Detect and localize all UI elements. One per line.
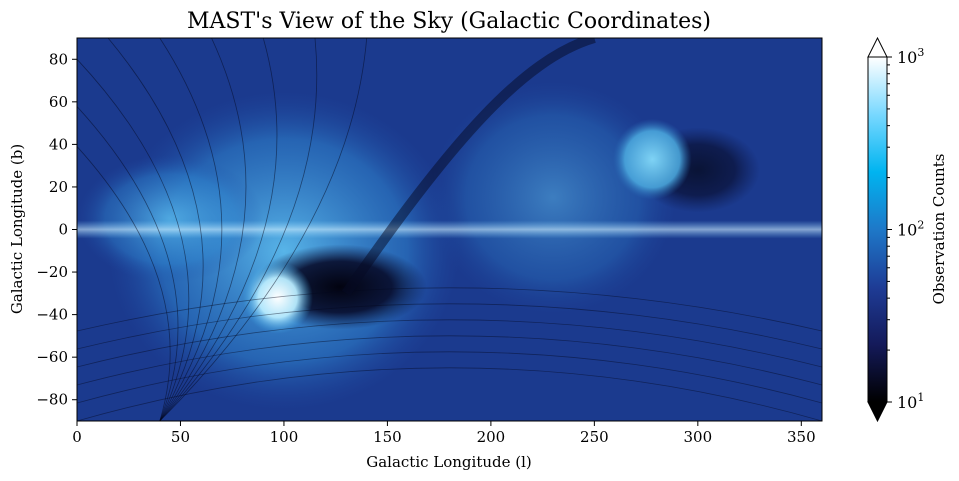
x-tick-label: 250: [580, 428, 609, 446]
survey-tile-boundary: [77, 319, 822, 368]
y-tick-label: 60: [49, 93, 68, 111]
colorbar-ramp: [868, 57, 887, 402]
high-coverage-region: [612, 118, 692, 200]
x-axis: 0 50 100 150 200 250 300 350: [72, 421, 816, 446]
y-tick-label: −40: [36, 306, 68, 324]
y-tick-label: 40: [49, 135, 68, 153]
galactic-plane: [77, 220, 822, 239]
colorbar-extend-min: [867, 401, 888, 423]
survey-tile-boundary: [341, 38, 596, 297]
colorbar: 101 102 103: [867, 36, 924, 423]
y-axis: −80 −60 −40 −20 0 20 40 60 80: [36, 50, 77, 409]
survey-tile-boundary: [77, 58, 190, 421]
survey-tile-boundary: [159, 38, 368, 421]
survey-coverage-region: [428, 80, 678, 315]
survey-coverage-region: [77, 155, 264, 283]
colorbar-extend-max: [867, 36, 888, 58]
y-tick-label: 80: [49, 50, 68, 68]
colorbar-tick-label: 102: [897, 219, 924, 240]
x-tick-label: 150: [373, 428, 402, 446]
survey-tile-boundary: [159, 38, 223, 421]
survey-tile-boundary: [77, 367, 822, 421]
survey-tile-boundary: [77, 335, 822, 386]
colorbar-label: Observation Counts: [930, 154, 948, 305]
survey-tile-boundary: [107, 38, 204, 421]
colorbar-tick-label: 103: [897, 46, 924, 67]
survey-tile-boundary: [77, 105, 179, 421]
survey-tile-boundary: [77, 146, 171, 421]
y-tick-label: 20: [49, 178, 68, 196]
x-axis-label: Galactic Longitude (l): [366, 453, 532, 471]
y-tick-label: −60: [36, 348, 68, 366]
colorbar-tick-label: 101: [897, 391, 924, 412]
plot-area: [77, 38, 822, 421]
x-tick-label: 200: [477, 428, 506, 446]
survey-tile-boundary: [77, 303, 822, 350]
high-coverage-region: [242, 261, 313, 334]
sky-map-features: [77, 38, 822, 421]
x-tick-label: 350: [787, 428, 816, 446]
x-tick-label: 50: [171, 428, 190, 446]
y-tick-label: 0: [58, 221, 68, 239]
y-tick-label: −80: [36, 391, 68, 409]
colorbar-ticks: 101 102 103: [887, 46, 924, 412]
y-tick-label: −20: [36, 263, 68, 281]
survey-tile-boundary: [159, 38, 318, 421]
x-tick-label: 100: [270, 428, 299, 446]
y-axis-label: Galactic Longitude (b): [8, 144, 26, 314]
chart-title: MAST's View of the Sky (Galactic Coordin…: [187, 9, 711, 34]
x-tick-label: 0: [72, 428, 82, 446]
survey-tile-boundary: [77, 287, 822, 332]
survey-tile-boundary: [159, 38, 278, 421]
survey-tile-boundary: [159, 38, 247, 421]
survey-tile-boundary: [77, 351, 822, 404]
x-tick-label: 300: [684, 428, 713, 446]
